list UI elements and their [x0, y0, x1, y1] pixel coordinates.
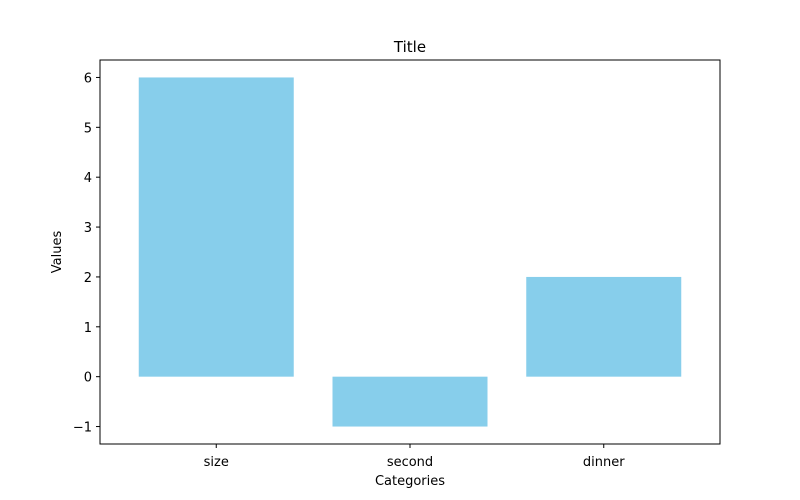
y-tick-label: 5: [84, 121, 92, 136]
y-tick-label: 3: [84, 221, 92, 236]
y-axis-label: Values: [50, 231, 65, 274]
bars-group: [138, 77, 682, 427]
y-tick-label: 2: [84, 271, 92, 286]
y-tick-label: 4: [84, 171, 92, 186]
bar-size: [138, 77, 294, 377]
plot-area-frame: [99, 59, 721, 445]
bar-dinner: [526, 276, 682, 377]
y-tick-label: 6: [84, 71, 92, 86]
x-tick-label-second: second: [387, 455, 433, 470]
x-axis-ticks: size second dinner: [204, 444, 625, 470]
y-tick-label: 0: [84, 371, 92, 386]
y-tick-label: 1: [84, 321, 92, 336]
x-axis-label: Categories: [375, 474, 445, 489]
x-tick-label-size: size: [204, 455, 229, 470]
y-axis-ticks: −1 0 1 2 3 4 5 6: [73, 71, 100, 436]
x-tick-label-dinner: dinner: [583, 455, 625, 470]
chart-title: Title: [393, 38, 426, 56]
bar-second: [332, 376, 488, 427]
y-tick-label: −1: [73, 421, 92, 436]
